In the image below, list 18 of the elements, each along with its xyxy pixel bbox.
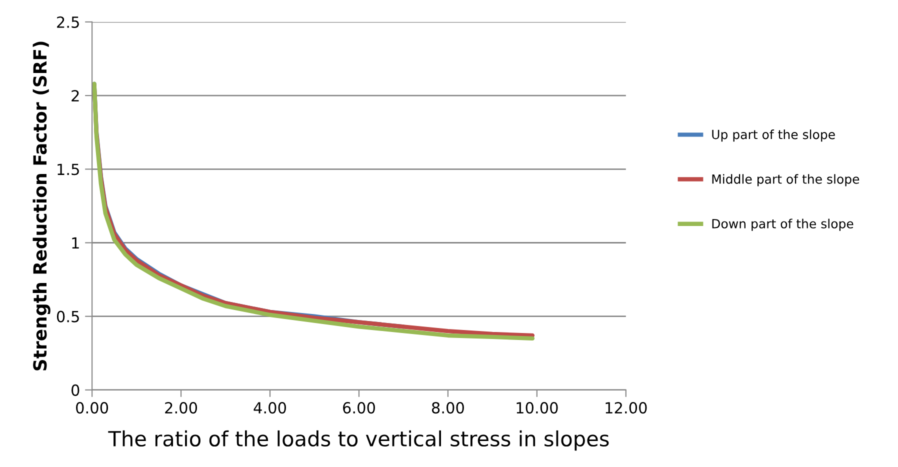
legend-label: Middle part of the slope	[712, 174, 860, 186]
x-tick-label: 12.00	[606, 402, 647, 414]
x-tick-label: 2.00	[165, 402, 198, 414]
y-tick-label: 0.5	[56, 310, 79, 322]
y-axis-title: Strength Reduction Factor (SRF)	[32, 42, 50, 370]
x-tick-label: 10.00	[516, 402, 558, 414]
x-tick-label: 0.00	[76, 402, 108, 414]
legend-label: Up part of the slope	[712, 130, 835, 142]
y-tick-label: 2.5	[57, 16, 79, 28]
x-tick-label: 6.00	[343, 402, 375, 414]
x-tick-label: 4.00	[254, 402, 286, 414]
y-tick-label: 0	[72, 384, 80, 396]
legend-label: Down part of the slope	[712, 218, 854, 231]
x-axis-title: The ratio of the loads to vertical stress in slopes	[108, 430, 609, 451]
y-tick-label: 1.5	[58, 164, 79, 176]
x-tick-label: 8.00	[432, 402, 464, 414]
y-tick-label: 2	[72, 90, 79, 102]
y-tick-label: 1	[72, 237, 79, 249]
